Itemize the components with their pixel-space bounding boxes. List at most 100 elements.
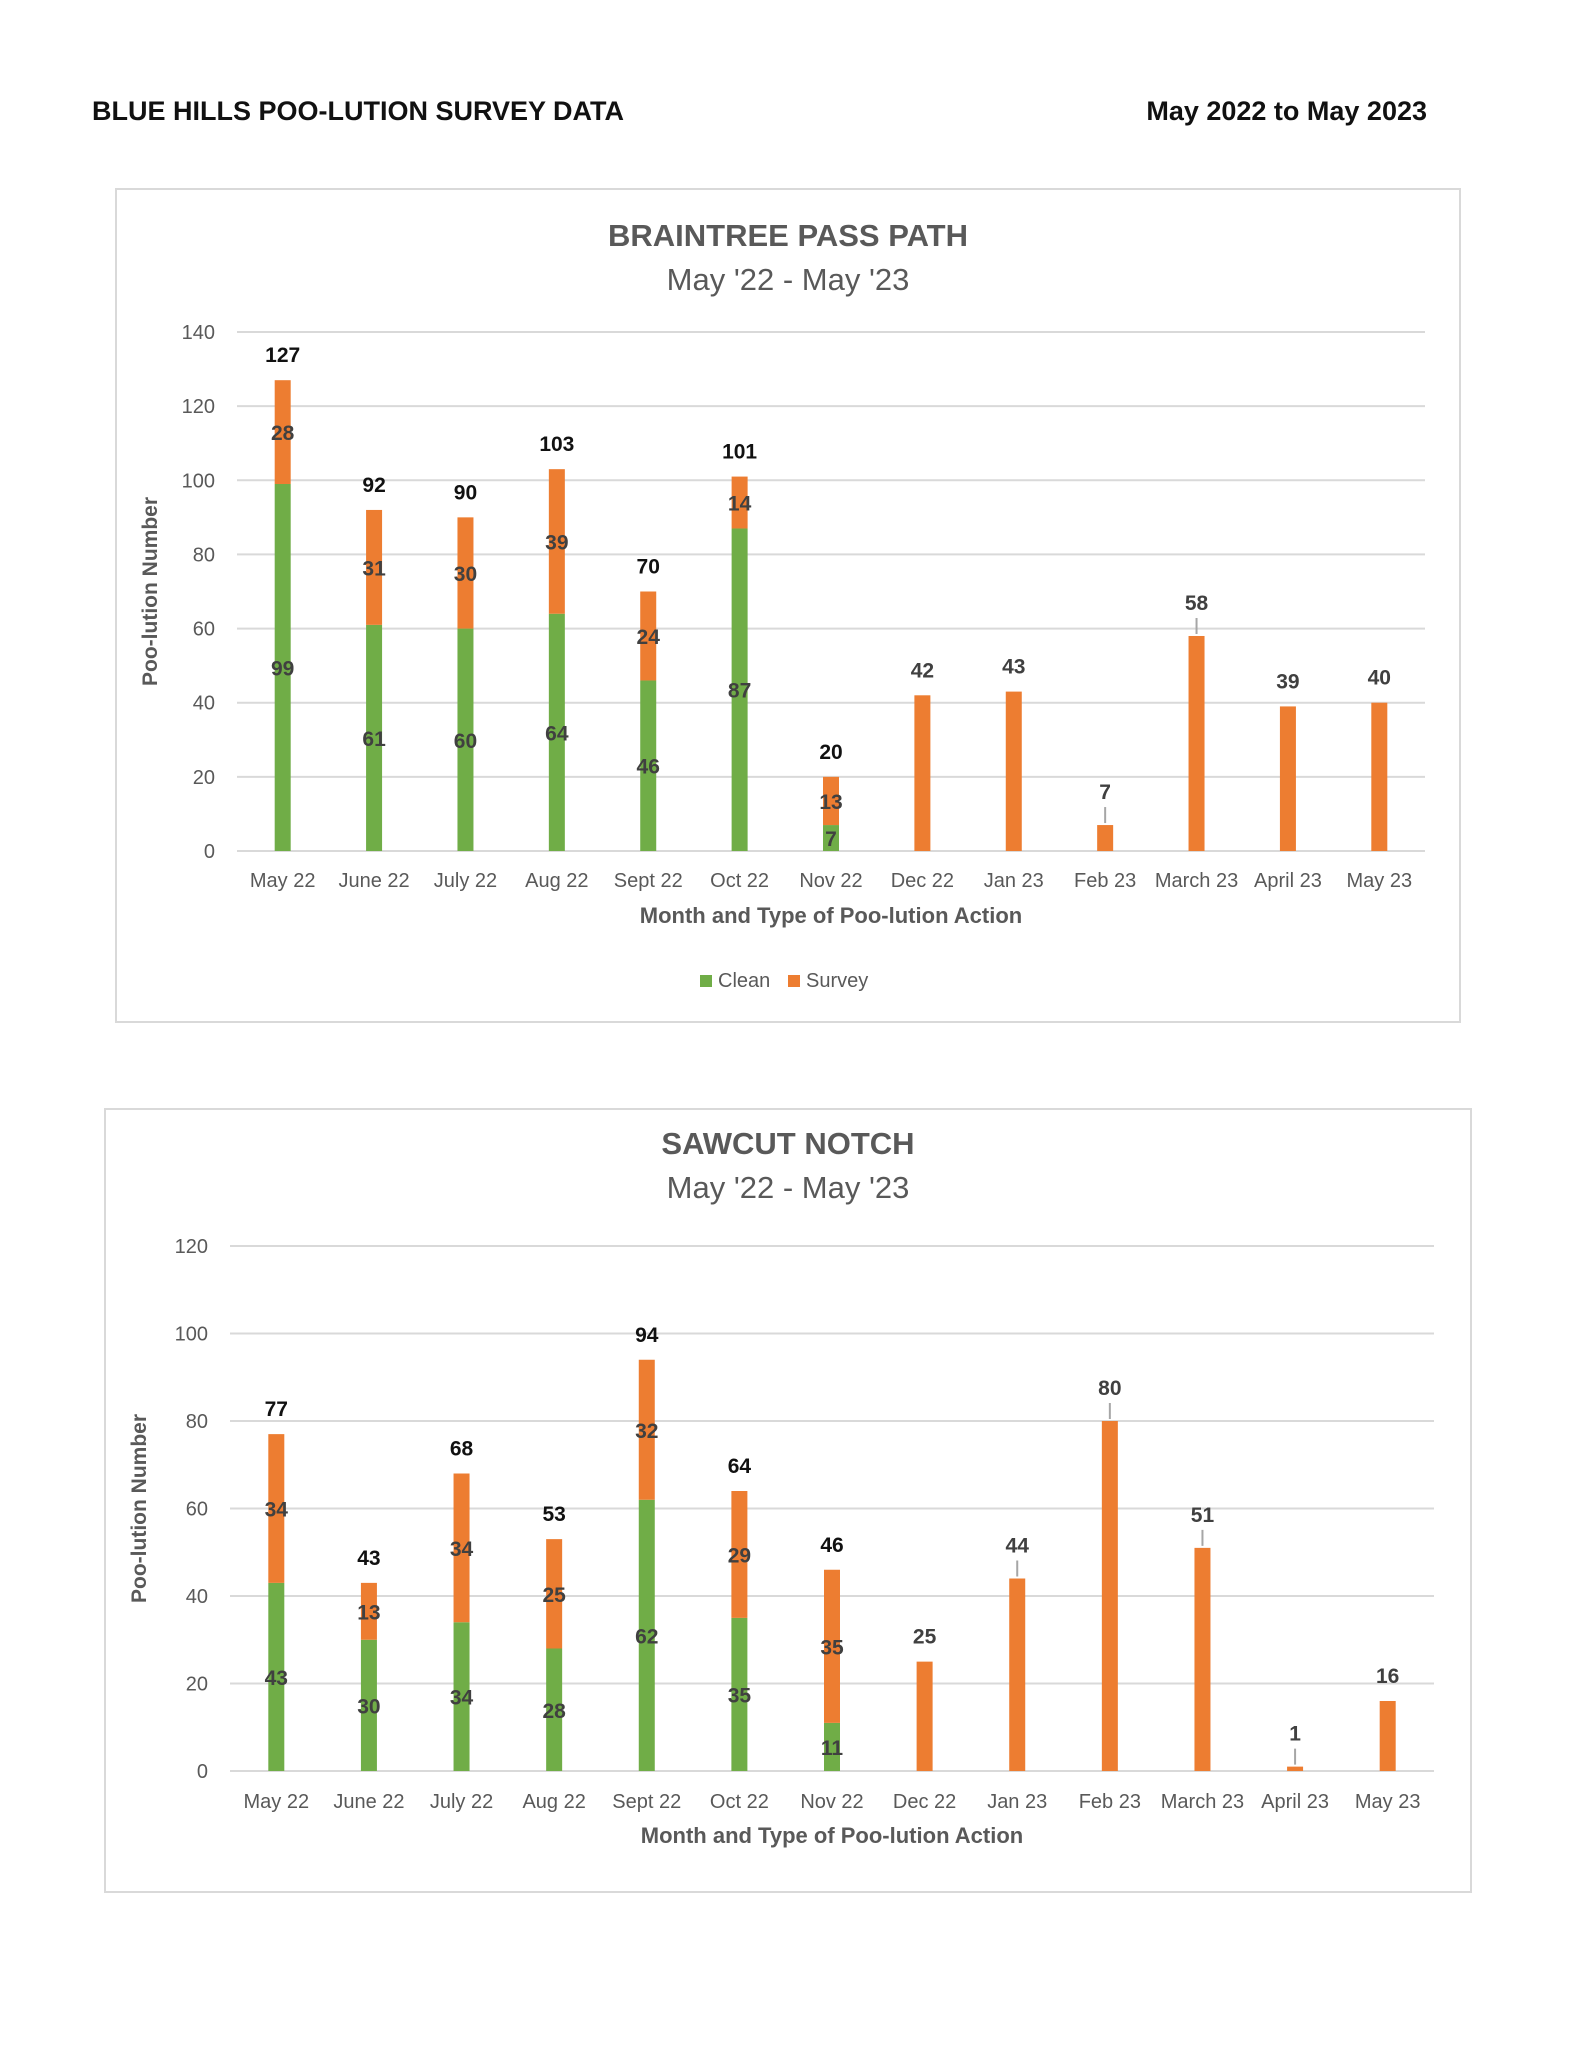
braintree-bar-survey (914, 695, 931, 851)
braintree-clean-value-label: 99 (271, 657, 294, 680)
sawcut-x-tick-label: May 23 (1355, 1791, 1421, 1813)
braintree-bar-survey (548, 469, 565, 614)
braintree-pass-path-chart: BRAINTREE PASS PATH May '22 - May '23 0 20 4… (115, 188, 1461, 1023)
braintree-clean-value-label: 46 (637, 756, 660, 779)
braintree-total-label: 7 (1099, 781, 1111, 804)
sawcut-bar-clean (453, 1622, 470, 1771)
braintree-legend-swatch-clean (700, 975, 712, 987)
braintree-chart-subtitle: May '22 - May '23 (667, 262, 910, 297)
braintree-clean-value-label: 87 (728, 680, 751, 703)
sawcut-bar-survey (824, 1569, 840, 1723)
sawcut-x-tick-label: May 22 (244, 1791, 310, 1813)
sawcut-bar-survey (1194, 1547, 1211, 1771)
sawcut-bar-clean (638, 1499, 655, 1771)
braintree-bar-survey (1371, 702, 1388, 851)
braintree-x-tick-label: July 22 (434, 870, 497, 892)
braintree-clean-value-label: 61 (362, 728, 386, 751)
braintree-y-tick-label: 20 (193, 767, 215, 789)
sawcut-bar-survey (916, 1661, 933, 1771)
sawcut-clean-value-label: 35 (728, 1684, 752, 1707)
braintree-total-label: 42 (911, 659, 934, 682)
sawcut-y-tick-label: 60 (186, 1499, 208, 1521)
sawcut-survey-value-label: 34 (265, 1499, 289, 1522)
sawcut-bar-survey (731, 1491, 748, 1618)
braintree-clean-value-label: 7 (825, 828, 837, 851)
braintree-bar-survey (1097, 825, 1114, 851)
braintree-bar-survey (823, 776, 839, 826)
braintree-x-tick-label: Nov 22 (799, 870, 862, 892)
sawcut-clean-value-label: 28 (542, 1700, 566, 1723)
sawcut-survey-value-label: 29 (728, 1544, 751, 1567)
sawcut-bar-survey (1379, 1701, 1396, 1771)
sawcut-bar-clean (824, 1722, 840, 1771)
sawcut-bar-survey (268, 1434, 285, 1583)
braintree-bar-survey (274, 380, 291, 484)
braintree-x-tick-label: Dec 22 (891, 870, 954, 892)
braintree-y-tick-label: 40 (193, 693, 215, 715)
sawcut-clean-value-label: 43 (265, 1667, 288, 1690)
sawcut-total-label: 16 (1376, 1665, 1399, 1688)
braintree-y-tick-label: 100 (182, 470, 215, 492)
braintree-survey-value-label: 30 (454, 563, 477, 586)
sawcut-survey-value-label: 32 (635, 1420, 658, 1443)
sawcut-bar-survey (1287, 1766, 1304, 1771)
braintree-x-tick-label: May 22 (250, 870, 316, 892)
braintree-legend-swatch-survey (788, 975, 800, 987)
page-header: BLUE HILLS POO-LUTION SURVEY DATA May 20… (92, 96, 1427, 136)
sawcut-total-label: 46 (820, 1534, 843, 1557)
braintree-bar-survey (1005, 691, 1022, 851)
braintree-total-label: 90 (454, 481, 477, 504)
braintree-x-axis-title: Month and Type of Poo-lution Action (640, 903, 1023, 928)
braintree-bar-clean (823, 825, 839, 851)
sawcut-x-tick-label: March 23 (1161, 1791, 1244, 1813)
sawcut-clean-value-label: 11 (821, 1737, 844, 1760)
braintree-y-axis-title: Poo-lution Number (139, 497, 162, 686)
braintree-x-tick-label: Feb 23 (1074, 870, 1136, 892)
sawcut-x-tick-label: Feb 23 (1079, 1791, 1141, 1813)
braintree-bar-clean (457, 628, 474, 851)
sawcut-chart-svg: SAWCUT NOTCH May '22 - May '23 0 20 40 60 80 10… (128, 1126, 1434, 1848)
braintree-x-tick-label: Jan 23 (984, 870, 1044, 892)
braintree-bar-survey (640, 591, 657, 681)
sawcut-clean-value-label: 34 (450, 1687, 474, 1710)
sawcut-y-axis-title: Poo-lution Number (128, 1414, 151, 1603)
sawcut-bar-clean (731, 1617, 748, 1771)
sawcut-bar-survey (546, 1539, 563, 1649)
sawcut-bar-clean (268, 1582, 285, 1771)
braintree-y-tick-label: 140 (182, 322, 215, 344)
sawcut-total-label: 1 (1289, 1723, 1301, 1746)
sawcut-x-tick-label: June 22 (333, 1791, 404, 1813)
braintree-total-label: 127 (265, 344, 300, 367)
sawcut-bar-survey (1009, 1578, 1026, 1771)
sawcut-x-tick-label: April 23 (1261, 1791, 1329, 1813)
sawcut-y-tick-label: 20 (186, 1674, 208, 1696)
sawcut-survey-value-label: 25 (542, 1584, 566, 1607)
braintree-legend-label-survey: Survey (806, 970, 868, 992)
sawcut-survey-value-label: 34 (450, 1538, 474, 1561)
sawcut-x-tick-label: July 22 (430, 1791, 493, 1813)
braintree-bar-survey (366, 509, 383, 625)
sawcut-x-tick-label: Nov 22 (800, 1791, 863, 1813)
braintree-total-label: 20 (819, 741, 842, 764)
sawcut-x-axis-title: Month and Type of Poo-lution Action (641, 1823, 1024, 1848)
braintree-y-tick-label: 0 (204, 841, 215, 863)
sawcut-total-label: 44 (1006, 1535, 1030, 1558)
sawcut-chart-title: SAWCUT NOTCH (661, 1126, 914, 1161)
braintree-bar-clean (731, 528, 748, 851)
braintree-survey-value-label: 14 (728, 493, 752, 516)
braintree-x-tick-label: Aug 22 (525, 870, 588, 892)
sawcut-y-tick-label: 0 (197, 1761, 208, 1783)
braintree-clean-value-label: 60 (454, 730, 477, 753)
sawcut-x-tick-label: Oct 22 (710, 1791, 769, 1813)
braintree-survey-value-label: 31 (362, 557, 386, 580)
sawcut-y-tick-label: 100 (175, 1324, 208, 1346)
braintree-y-tick-label: 80 (193, 544, 215, 566)
braintree-total-label: 101 (722, 441, 757, 464)
braintree-bar-clean (274, 483, 291, 851)
sawcut-x-tick-label: Aug 22 (522, 1791, 585, 1813)
document-date-range: May 2022 to May 2023 (1146, 96, 1427, 126)
braintree-survey-value-label: 24 (637, 626, 661, 649)
document-title: BLUE HILLS POO-LUTION SURVEY DATA (92, 96, 625, 126)
sawcut-total-label: 64 (728, 1455, 752, 1478)
braintree-total-label: 58 (1185, 592, 1209, 615)
